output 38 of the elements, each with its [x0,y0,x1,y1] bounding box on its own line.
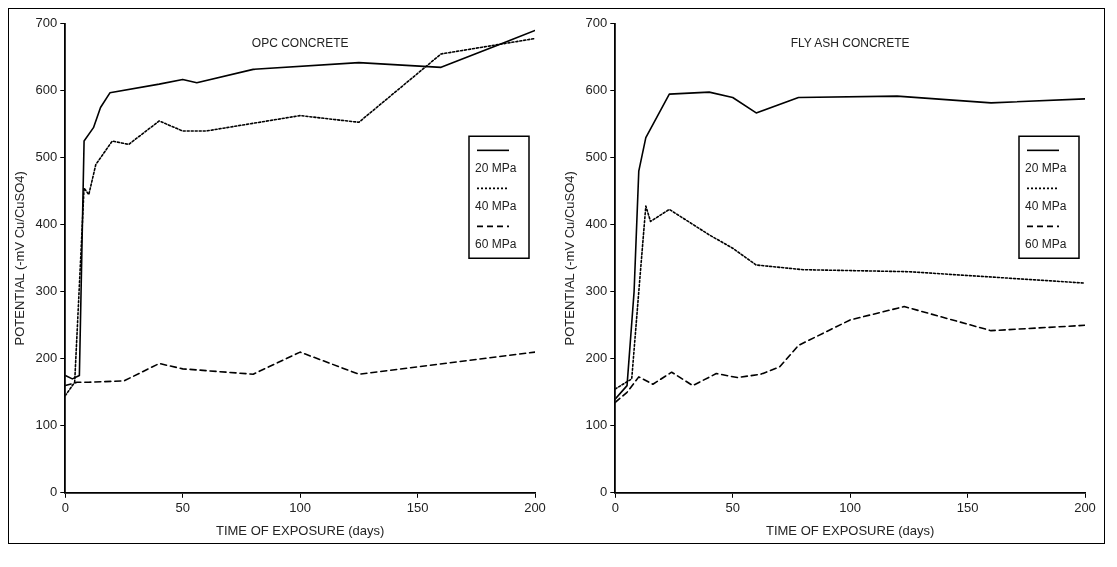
y-tick-label: 400 [35,216,58,232]
legend-label: 40 MPa [1025,198,1067,213]
legend-label: 60 MPa [1025,236,1067,251]
y-tick-label: 600 [35,82,58,98]
y-tick-label: 200 [35,350,58,366]
y-tick-label: 100 [35,417,58,433]
y-tick-label: 700 [585,15,608,31]
y-tick-label: 0 [50,484,58,500]
x-tick-label: 150 [956,500,979,516]
y-tick-label: 600 [585,82,608,98]
text: OPC CONCRETE [251,36,349,51]
x-tick-label: 50 [175,500,190,516]
y-tick-label: 500 [35,149,58,165]
y-tick-label: 100 [585,417,608,433]
x-axis-title: TIME OF EXPOSURE (days) [765,522,935,538]
legend-label: 20 MPa [475,160,517,175]
text: FLY ASH CONCRETE [790,36,910,51]
legend-label: 60 MPa [475,236,517,251]
x-tick-label: 100 [289,500,311,516]
y-tick-label: 700 [35,15,58,31]
x-tick-label: 0 [611,500,619,516]
y-axis-title: POTENTIAL (-mV Cu/CuSO4) [12,171,28,346]
x-tick-label: 200 [524,500,546,516]
y-tick-label: 500 [585,149,608,165]
x-tick-label: 50 [725,500,740,516]
y-axis-title: POTENTIAL (-mV Cu/CuSO4) [562,171,578,346]
y-tick-label: 300 [585,283,608,299]
x-axis-title: TIME OF EXPOSURE (days) [215,522,385,538]
x-tick-label: 100 [839,500,861,516]
y-tick-label: 200 [585,350,608,366]
x-tick-label: 0 [61,500,69,516]
legend-label: 40 MPa [475,198,517,213]
y-tick-label: 300 [35,283,58,299]
legend-label: 20 MPa [1025,160,1067,175]
y-tick-label: 0 [600,484,608,500]
y-tick-label: 400 [585,216,608,232]
x-tick-label: 200 [1074,500,1096,516]
x-tick-label: 150 [406,500,429,516]
